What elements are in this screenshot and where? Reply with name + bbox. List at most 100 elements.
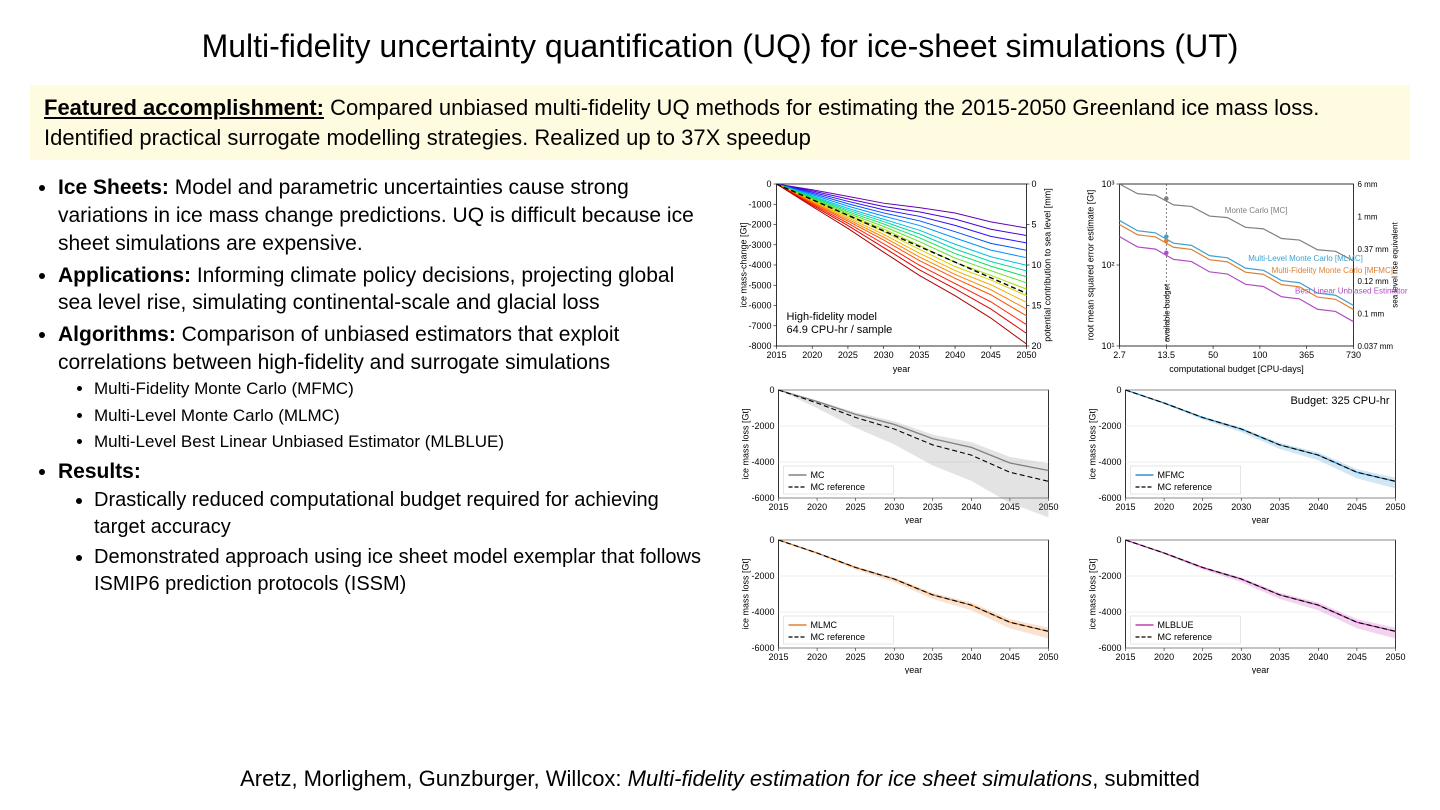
svg-text:-2000: -2000 xyxy=(751,571,774,581)
svg-text:0: 0 xyxy=(1032,179,1037,189)
svg-text:year: year xyxy=(893,364,911,374)
svg-text:2040: 2040 xyxy=(1308,652,1328,662)
svg-text:2020: 2020 xyxy=(1154,502,1174,512)
svg-text:-4000: -4000 xyxy=(751,607,774,617)
svg-text:Multi-Level Monte Carlo [MLMC]: Multi-Level Monte Carlo [MLMC] xyxy=(1248,254,1363,263)
svg-text:2015: 2015 xyxy=(1115,502,1135,512)
results-head: Results: xyxy=(58,460,141,483)
svg-text:-2000: -2000 xyxy=(1098,571,1121,581)
svg-text:-4000: -4000 xyxy=(1098,607,1121,617)
svg-text:2040: 2040 xyxy=(961,502,981,512)
svg-text:2030: 2030 xyxy=(874,350,894,360)
svg-text:Budget: 325 CPU-hr: Budget: 325 CPU-hr xyxy=(1290,395,1389,407)
citation: Aretz, Morlighem, Gunzburger, Willcox: M… xyxy=(0,766,1440,792)
charts-column: 0-1000-2000-3000-4000-5000-6000-7000-800… xyxy=(730,174,1410,674)
applications-head: Applications: xyxy=(58,264,191,287)
svg-text:2015: 2015 xyxy=(766,350,786,360)
slide-title: Multi-fidelity uncertainty quantificatio… xyxy=(0,0,1440,77)
svg-text:year: year xyxy=(905,515,923,524)
svg-text:2050: 2050 xyxy=(1016,350,1036,360)
svg-text:MC reference: MC reference xyxy=(811,632,866,642)
svg-text:100: 100 xyxy=(1252,350,1267,360)
svg-text:2035: 2035 xyxy=(923,502,943,512)
algo-sub-0: Multi-Fidelity Monte Carlo (MFMC) xyxy=(94,378,710,400)
svg-text:15: 15 xyxy=(1032,301,1042,311)
svg-text:2015: 2015 xyxy=(768,502,788,512)
svg-text:-1000: -1000 xyxy=(748,200,771,210)
svg-text:Multi-Fidelity Monte Carlo [MF: Multi-Fidelity Monte Carlo [MFMC] xyxy=(1272,267,1393,276)
algo-sub-2: Multi-Level Best Linear Unbiased Estimat… xyxy=(94,431,710,453)
chart-mlblue: 0-2000-4000-6000201520202025203020352040… xyxy=(1077,534,1410,674)
svg-text:-7000: -7000 xyxy=(748,321,771,331)
bullets-column: Ice Sheets: Model and parametric uncerta… xyxy=(30,174,710,674)
svg-text:5: 5 xyxy=(1032,220,1037,230)
svg-text:-6000: -6000 xyxy=(748,301,771,311)
svg-text:730: 730 xyxy=(1346,350,1361,360)
featured-lead: Featured accomplishment: xyxy=(44,95,324,120)
algo-sub-1: Multi-Level Monte Carlo (MLMC) xyxy=(94,405,710,427)
svg-text:2045: 2045 xyxy=(1347,652,1367,662)
citation-suffix: , submitted xyxy=(1092,766,1200,791)
bullet-applications: Applications: Informing climate policy d… xyxy=(58,262,710,317)
svg-text:0.12 mm: 0.12 mm xyxy=(1358,278,1389,287)
svg-text:2050: 2050 xyxy=(1385,502,1405,512)
svg-text:0.037 mm: 0.037 mm xyxy=(1358,342,1394,351)
svg-text:Best Linear Unbiased Estimator: Best Linear Unbiased Estimator [MLBLUE] xyxy=(1295,287,1410,296)
svg-text:2025: 2025 xyxy=(838,350,858,360)
svg-text:2030: 2030 xyxy=(884,502,904,512)
svg-text:2030: 2030 xyxy=(1231,652,1251,662)
svg-text:-4000: -4000 xyxy=(748,260,771,270)
chart-rmse: 2.713.55010036573010³10²10¹computational… xyxy=(1077,174,1410,374)
svg-text:365: 365 xyxy=(1299,350,1314,360)
svg-text:2045: 2045 xyxy=(1347,502,1367,512)
chart-mfmc: 0-2000-4000-6000201520202025203020352040… xyxy=(1077,384,1410,524)
svg-text:-3000: -3000 xyxy=(748,240,771,250)
svg-text:-4000: -4000 xyxy=(751,457,774,467)
chart-mlmc: 0-2000-4000-6000201520202025203020352040… xyxy=(730,534,1063,674)
svg-text:2045: 2045 xyxy=(1000,652,1020,662)
svg-text:1 mm: 1 mm xyxy=(1358,213,1378,222)
svg-text:MC reference: MC reference xyxy=(1158,482,1213,492)
svg-text:MFMC: MFMC xyxy=(1158,470,1185,480)
svg-text:2035: 2035 xyxy=(909,350,929,360)
svg-text:2020: 2020 xyxy=(807,652,827,662)
svg-text:Monte Carlo [MC]: Monte Carlo [MC] xyxy=(1225,206,1288,215)
svg-text:10²: 10² xyxy=(1101,260,1114,270)
svg-text:2040: 2040 xyxy=(961,652,981,662)
svg-text:MC: MC xyxy=(811,470,825,480)
algorithms-head: Algorithms: xyxy=(58,323,176,346)
results-sub-0: Drastically reduced computational budget… xyxy=(94,487,710,540)
svg-text:MLMC: MLMC xyxy=(811,620,838,630)
svg-text:10¹: 10¹ xyxy=(1101,341,1114,351)
svg-text:6 mm: 6 mm xyxy=(1358,180,1378,189)
svg-text:MC reference: MC reference xyxy=(1158,632,1213,642)
svg-text:2.7: 2.7 xyxy=(1113,350,1126,360)
svg-text:-2000: -2000 xyxy=(1098,421,1121,431)
svg-text:2040: 2040 xyxy=(1308,502,1328,512)
svg-text:2035: 2035 xyxy=(1270,502,1290,512)
svg-text:64.9 CPU-hr / sample: 64.9 CPU-hr / sample xyxy=(787,324,893,336)
svg-text:2020: 2020 xyxy=(802,350,822,360)
svg-text:2025: 2025 xyxy=(846,652,866,662)
svg-text:-4000: -4000 xyxy=(1098,457,1121,467)
svg-text:2025: 2025 xyxy=(1193,502,1213,512)
svg-text:2035: 2035 xyxy=(923,652,943,662)
svg-text:2050: 2050 xyxy=(1038,652,1058,662)
svg-text:-5000: -5000 xyxy=(748,281,771,291)
svg-text:High-fidelity model: High-fidelity model xyxy=(787,311,877,323)
bullet-results: Results: Drastically reduced computation… xyxy=(58,458,710,597)
svg-text:0: 0 xyxy=(1116,535,1121,545)
bullet-ice-sheets: Ice Sheets: Model and parametric uncerta… xyxy=(58,174,710,257)
citation-title: Multi-fidelity estimation for ice sheet … xyxy=(628,766,1093,791)
svg-text:20: 20 xyxy=(1032,341,1042,351)
svg-text:0: 0 xyxy=(769,385,774,395)
svg-text:available budget: available budget xyxy=(1162,283,1171,342)
svg-text:year: year xyxy=(1252,665,1270,674)
bullet-algorithms: Algorithms: Comparison of unbiased estim… xyxy=(58,321,710,454)
svg-text:MLBLUE: MLBLUE xyxy=(1158,620,1194,630)
svg-text:0: 0 xyxy=(769,535,774,545)
svg-text:13.5: 13.5 xyxy=(1158,350,1176,360)
svg-text:computational budget [CPU-days: computational budget [CPU-days] xyxy=(1169,364,1304,374)
svg-text:2030: 2030 xyxy=(884,652,904,662)
results-sub-1: Demonstrated approach using ice sheet mo… xyxy=(94,544,710,597)
